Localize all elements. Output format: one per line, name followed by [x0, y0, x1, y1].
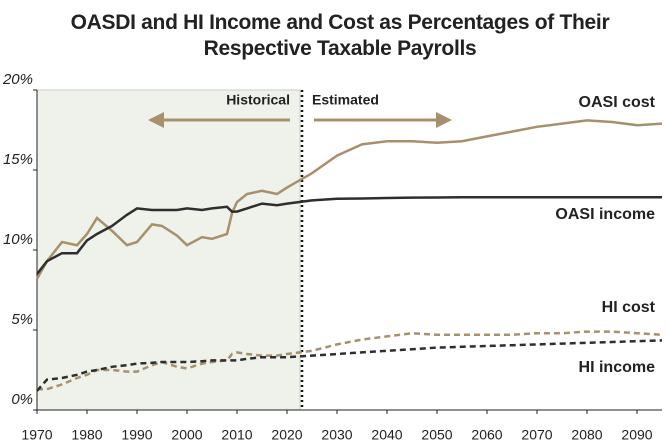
series-label: OASI cost: [579, 94, 656, 111]
series-line: [36, 339, 663, 392]
historical-shade: [36, 89, 301, 411]
x-tick-label: 2060: [471, 427, 502, 443]
series-label: HI income: [579, 359, 656, 376]
x-tick-label: 2010: [221, 427, 252, 443]
x-tick-label: 1980: [71, 427, 102, 443]
x-tick-label: 2040: [371, 427, 402, 443]
x-tick-label: 1990: [121, 427, 152, 443]
y-tick-label: 20%: [2, 71, 33, 88]
y-tick-label: 15%: [3, 151, 33, 168]
y-tick-label: 5%: [11, 311, 33, 328]
annotation: Estimated: [312, 92, 379, 108]
x-tick-label: 2000: [171, 427, 202, 443]
x-tick-label: 2020: [271, 427, 302, 443]
y-tick-label: 10%: [3, 231, 33, 248]
y-tick-label: 0%: [11, 391, 33, 408]
chart-title: OASDI and HI Income and Cost as Percenta…: [70, 11, 610, 60]
arrow-head: [148, 112, 164, 128]
x-tick-label: 2070: [521, 427, 552, 443]
x-tick-label: 2080: [571, 427, 602, 443]
series-line: [36, 195, 662, 275]
x-tick-label: 2050: [421, 427, 452, 443]
x-tick-label: 2030: [321, 427, 352, 443]
series-line: [37, 330, 663, 391]
series-label: HI cost: [602, 299, 656, 316]
series-line: [35, 119, 663, 280]
series-label: OASI income: [555, 206, 655, 223]
x-tick-label: 1970: [21, 427, 52, 443]
annotation: Historical: [226, 92, 290, 108]
arrow-head: [436, 112, 452, 128]
x-tick-label: 2090: [621, 427, 652, 443]
